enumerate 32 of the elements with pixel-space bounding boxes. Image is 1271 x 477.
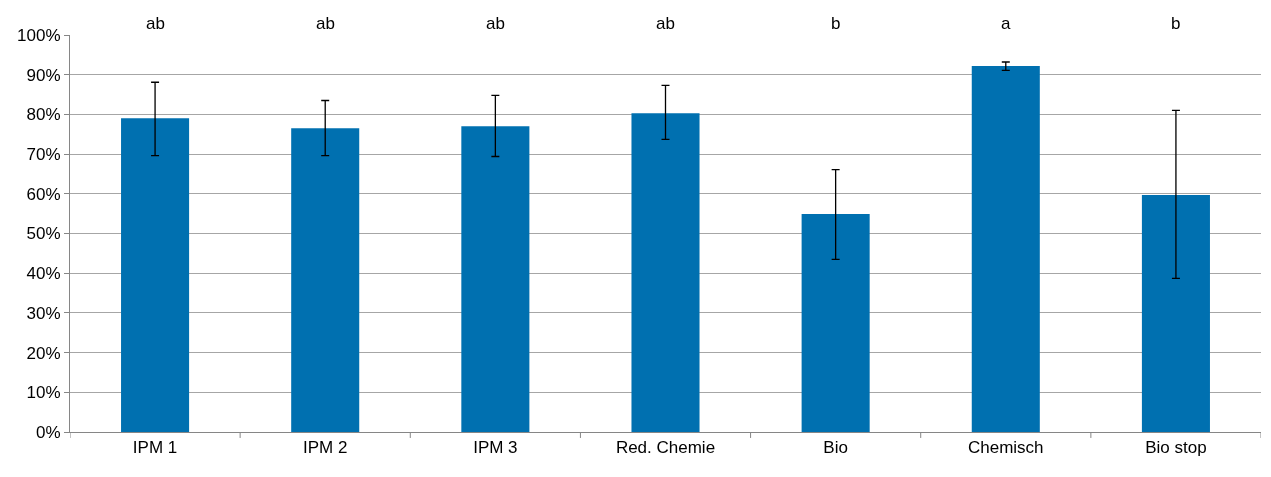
y-tick-label: 60% <box>26 184 61 204</box>
text: b <box>1171 14 1181 33</box>
x-tick-label: Chemisch <box>967 438 1044 458</box>
y-tick-label: 70% <box>26 145 61 165</box>
x-tick-label: IPM 2 <box>303 438 348 458</box>
bar <box>971 65 1040 432</box>
bar <box>291 128 360 432</box>
y-tick-label: 90% <box>26 65 61 85</box>
bar <box>801 214 870 432</box>
y-tick-label: 30% <box>26 303 61 323</box>
bar <box>1141 194 1210 432</box>
text: a <box>1001 14 1011 33</box>
text: b <box>831 14 841 33</box>
y-tick-label: 80% <box>26 105 61 125</box>
x-tick-label: IPM 3 <box>473 438 518 458</box>
x-tick-label: Red. Chemie <box>615 438 716 458</box>
x-tick-label: Bio <box>823 438 848 458</box>
text: ab <box>316 14 335 33</box>
bar <box>461 126 530 432</box>
y-tick-label: 10% <box>26 383 61 403</box>
text: ab <box>656 14 675 33</box>
y-tick-label: 0% <box>36 422 61 442</box>
y-tick-label: 100% <box>17 25 61 45</box>
y-tick-label: 20% <box>26 343 61 363</box>
x-tick-label: IPM 1 <box>132 438 178 458</box>
x-tick-label: Bio stop <box>1145 438 1207 458</box>
bar <box>121 118 190 432</box>
y-tick-label: 50% <box>26 224 61 244</box>
y-tick-label: 40% <box>26 264 61 284</box>
text: ab <box>486 14 505 33</box>
bar <box>631 113 700 432</box>
text: ab <box>146 14 165 33</box>
